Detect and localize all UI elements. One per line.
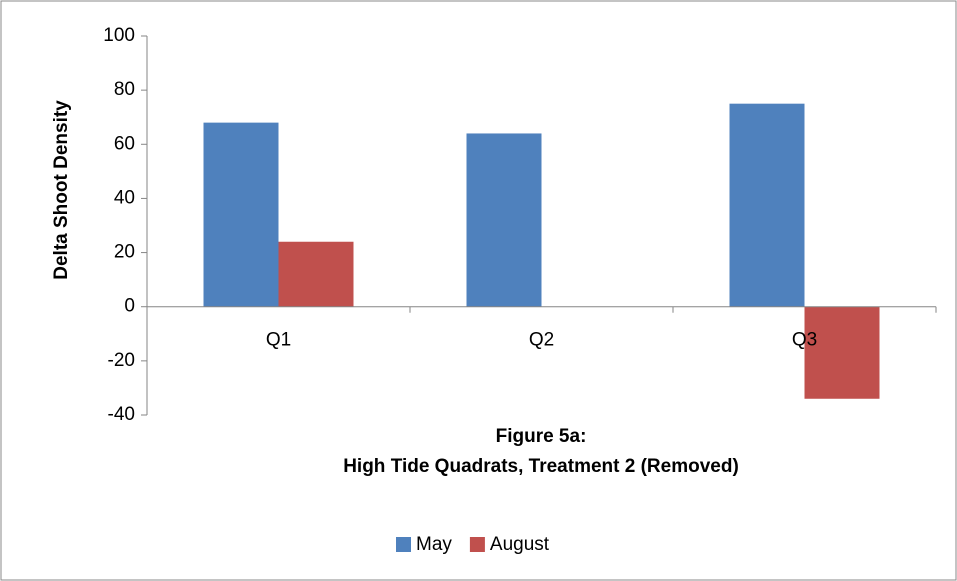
y-axis-label: Delta Shoot Density [51, 100, 72, 280]
legend-swatch [396, 537, 411, 552]
y-tick-label: 60 [114, 133, 135, 154]
bar [203, 122, 279, 307]
chart-title: High Tide Quadrats, Treatment 2 (Removed… [343, 456, 739, 477]
bar [278, 241, 354, 307]
legend-label: May [416, 534, 452, 555]
legend-label: August [490, 534, 550, 555]
x-tick-label: Q1 [266, 330, 291, 351]
bar [466, 133, 542, 307]
y-tick-label: -20 [108, 350, 135, 371]
y-tick-label: -40 [108, 404, 135, 425]
x-tick-label: Q3 [792, 330, 817, 351]
y-tick-label: 100 [103, 25, 135, 46]
chart-title: Figure 5a: [496, 426, 587, 447]
y-tick-label: 0 [124, 296, 135, 317]
y-tick-label: 80 [114, 79, 135, 100]
y-tick-label: 20 [114, 242, 135, 263]
legend-swatch [469, 537, 485, 552]
y-tick-label: 40 [114, 187, 135, 208]
bar [729, 103, 805, 307]
bar [804, 306, 880, 399]
x-tick-label: Q2 [529, 330, 554, 351]
